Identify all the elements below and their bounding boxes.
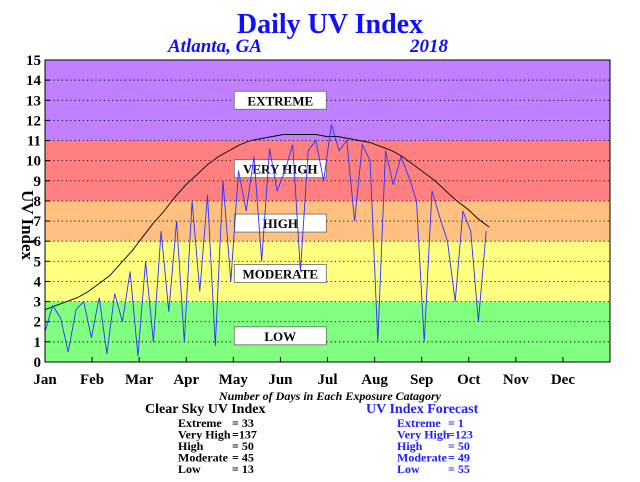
counts-row-value: = 50	[448, 439, 470, 453]
counts-row-value: = 55	[448, 462, 470, 476]
y-tick-label: 6	[34, 234, 42, 250]
counts-row-value: = 13	[232, 462, 254, 476]
x-tick-label: Aug	[361, 372, 388, 388]
series-clear-sky-uv-index	[44, 134, 490, 311]
x-tick-label: Dec	[551, 372, 575, 388]
band-label-box	[233, 159, 327, 179]
y-tick-label: 5	[34, 254, 42, 270]
y-tick-label: 0	[34, 355, 42, 371]
x-tick-label: Jan	[33, 372, 57, 388]
x-tick-label: Sep	[410, 372, 433, 388]
x-tick-label: Oct	[457, 372, 480, 388]
counts-row-value: = 50	[232, 439, 254, 453]
y-tick-label: 15	[26, 53, 41, 69]
x-tick-label: Jul	[317, 372, 337, 388]
y-axis-label: UV Index	[18, 190, 37, 261]
counts-row-label: High	[178, 439, 204, 453]
y-tick-label: 14	[26, 73, 42, 89]
y-tick-label: 8	[34, 194, 42, 210]
chart-title: Daily UV Index	[237, 9, 423, 40]
x-tick-label: Apr	[173, 372, 199, 388]
counts-heading: Clear Sky UV Index	[145, 402, 265, 417]
counts-row-label: Extreme	[178, 416, 222, 430]
band-label-moderate: MODERATE	[233, 264, 327, 283]
y-tick-label: 9	[34, 174, 42, 190]
counts-subtitle: Number of Days in Each Exposure Catagory	[218, 389, 442, 403]
band-label-text: LOW	[264, 329, 296, 344]
x-tick-label: Feb	[80, 372, 104, 388]
y-tick-label: 2	[34, 315, 42, 331]
plot-frame	[44, 59, 611, 363]
band-label-extreme: EXTREME	[233, 90, 327, 110]
counts-row-label: Moderate	[397, 451, 448, 465]
chart-year: 2018	[409, 36, 449, 57]
counts-row-value: = 33	[232, 416, 254, 430]
band-label-box	[233, 326, 327, 346]
band-label-text: VERY HIGH	[243, 162, 318, 177]
counts-row-label: Low	[397, 462, 420, 476]
y-tick-label: 3	[34, 295, 42, 311]
y-tick-label: 7	[34, 214, 42, 230]
counts-row-value: = 49	[448, 451, 470, 465]
counts-row-label: Very High	[397, 428, 450, 442]
counts-row-label: Extreme	[397, 416, 441, 430]
band-label-text: EXTREME	[247, 93, 313, 108]
band-low	[45, 301, 610, 362]
y-tick-label: 4	[34, 274, 42, 290]
band-moderate	[45, 241, 610, 302]
counts-row-value: = 45	[232, 451, 254, 465]
counts-row-label: Moderate	[178, 451, 229, 465]
band-label-high: HIGH	[233, 213, 327, 233]
x-tick-label: Mar	[125, 372, 154, 388]
y-tick-label: 12	[26, 113, 41, 129]
y-tick-label: 11	[27, 134, 41, 150]
series-uv-index-forecast	[44, 124, 487, 357]
counts-row-value: =123	[448, 428, 473, 442]
band-label-box	[233, 90, 327, 110]
counts-row-value: = 1	[448, 416, 464, 430]
band-label-text: HIGH	[263, 216, 298, 231]
band-label-text: MODERATE	[242, 266, 318, 281]
counts-row-label: Very High	[178, 428, 231, 442]
band-label-very-high: VERY HIGH	[233, 159, 327, 179]
counts-row-label: Low	[178, 462, 201, 476]
x-tick-label: Nov	[503, 372, 529, 388]
band-label-box	[233, 264, 327, 283]
y-tick-label: 1	[34, 335, 42, 351]
y-tick-label: 10	[26, 154, 41, 170]
counts-heading: UV Index Forecast	[366, 402, 479, 417]
y-tick-label: 13	[26, 93, 41, 109]
band-label-low: LOW	[233, 326, 327, 346]
counts-row-value: =137	[232, 428, 257, 442]
counts-row-label: High	[397, 439, 423, 453]
chart-location: Atlanta, GA	[167, 36, 262, 57]
x-tick-label: Jun	[268, 372, 293, 388]
x-tick-label: May	[219, 372, 249, 388]
